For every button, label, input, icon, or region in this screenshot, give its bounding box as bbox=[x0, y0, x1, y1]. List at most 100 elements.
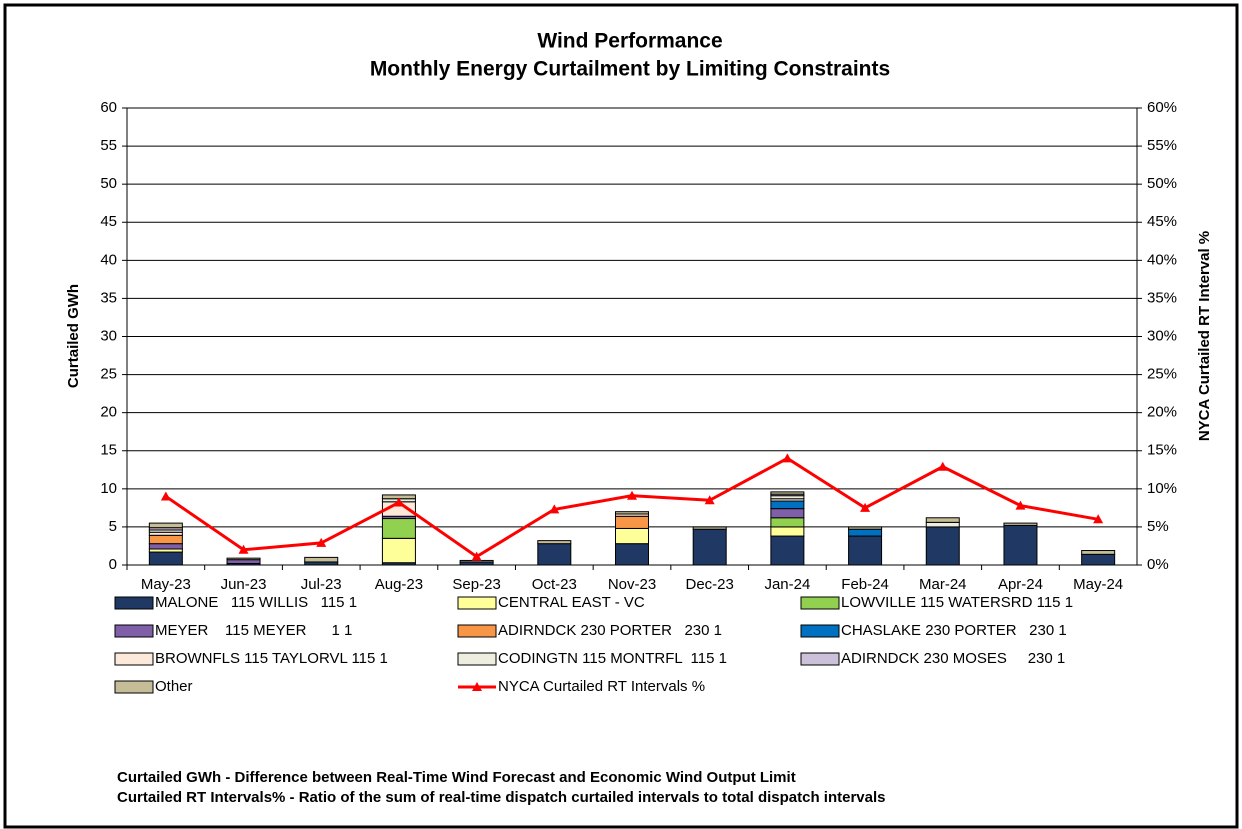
bar-segment bbox=[848, 535, 883, 566]
chart-subtitle: Monthly Energy Curtailment by Limiting C… bbox=[370, 58, 890, 81]
bar-segment bbox=[615, 515, 649, 529]
bar-segment bbox=[770, 526, 805, 537]
y2-tick-label: 35% bbox=[1147, 289, 1177, 306]
line-marker bbox=[1093, 514, 1104, 524]
y2-tick-label: 40% bbox=[1147, 251, 1177, 268]
bar-segment bbox=[226, 557, 261, 561]
note: Curtailed GWh - Difference between Real-… bbox=[117, 769, 796, 786]
legend-label: Other bbox=[155, 678, 193, 695]
bar-segment bbox=[1081, 550, 1116, 555]
x-tick-label: Dec-23 bbox=[686, 576, 734, 593]
legend-label: NYCA Curtailed RT Intervals % bbox=[498, 678, 705, 695]
bar-segment bbox=[459, 559, 494, 563]
legend-swatch bbox=[114, 652, 154, 666]
y-tick-label: 20 bbox=[100, 404, 117, 421]
legend-label: LOWVILLE 115 WATERSRD 115 1 bbox=[841, 594, 1073, 611]
x-tick-label: Oct-23 bbox=[532, 576, 577, 593]
y-tick-label: 60 bbox=[100, 99, 117, 116]
line-marker bbox=[937, 461, 948, 471]
y-tick-label: 40 bbox=[100, 251, 117, 268]
legend-label: CHASLAKE 230 PORTER 230 1 bbox=[841, 622, 1067, 639]
bar-segment bbox=[848, 526, 883, 530]
legend-swatch bbox=[800, 624, 840, 638]
legend-swatch bbox=[114, 596, 154, 610]
legend-swatch bbox=[457, 624, 497, 638]
y-tick-label: 25 bbox=[100, 366, 117, 383]
chart-title: Wind Performance bbox=[537, 30, 722, 53]
bar-segment bbox=[226, 559, 261, 564]
y2-axis-title: NYCA Curtailed RT Interval % bbox=[1196, 231, 1213, 441]
legend-swatch bbox=[800, 652, 840, 666]
bar-segment bbox=[1081, 553, 1116, 566]
bar-segment bbox=[537, 540, 572, 545]
legend-swatch bbox=[457, 652, 497, 666]
legend-swatch bbox=[114, 680, 154, 694]
bar-segment bbox=[770, 491, 805, 495]
line-marker bbox=[472, 682, 482, 691]
y-tick-label: 10 bbox=[100, 480, 117, 497]
bar-segment bbox=[925, 526, 960, 566]
y2-tick-label: 5% bbox=[1147, 518, 1169, 535]
note: Curtailed RT Intervals% - Ratio of the s… bbox=[117, 789, 886, 806]
bar-segment bbox=[148, 551, 183, 566]
legend-swatch bbox=[114, 624, 154, 638]
y-tick-label: 55 bbox=[100, 137, 117, 154]
bar-segment bbox=[381, 518, 416, 539]
legend-label: CENTRAL EAST - VC bbox=[498, 594, 645, 611]
bar-segment bbox=[925, 517, 960, 523]
x-tick-label: May-24 bbox=[1073, 576, 1123, 593]
legend-label: MEYER 115 MEYER 1 1 bbox=[155, 622, 352, 639]
bar-segment bbox=[925, 521, 960, 528]
line-marker bbox=[627, 490, 637, 500]
line-marker bbox=[393, 497, 404, 507]
legend-swatch bbox=[457, 596, 497, 610]
bar-segment bbox=[1003, 524, 1038, 566]
bar-segment bbox=[770, 508, 805, 519]
legend-label: ADIRNDCK 230 PORTER 230 1 bbox=[498, 622, 722, 639]
bar-segment bbox=[692, 528, 727, 566]
bar-segment bbox=[615, 527, 649, 545]
legend-label: CODINGTN 115 MONTRFL 115 1 bbox=[498, 650, 727, 667]
line-marker bbox=[1015, 500, 1026, 510]
line-marker bbox=[316, 537, 327, 547]
bar-segment bbox=[615, 543, 649, 566]
line-marker bbox=[860, 502, 871, 512]
x-tick-label: Mar-24 bbox=[919, 576, 967, 593]
y2-tick-label: 45% bbox=[1147, 213, 1177, 230]
line-marker bbox=[549, 504, 560, 514]
x-tick-label: Feb-24 bbox=[841, 576, 889, 593]
y2-tick-label: 10% bbox=[1147, 480, 1177, 497]
x-tick-label: Aug-23 bbox=[375, 576, 423, 593]
line-marker bbox=[471, 551, 482, 561]
x-tick-label: Sep-23 bbox=[452, 576, 500, 593]
line-marker bbox=[782, 453, 793, 463]
bar-segment bbox=[770, 500, 805, 510]
legend-label: MALONE 115 WILLIS 115 1 bbox=[155, 594, 357, 611]
bar-segment bbox=[770, 535, 805, 566]
y2-tick-label: 30% bbox=[1147, 327, 1177, 344]
bar-segment bbox=[848, 528, 883, 537]
y2-tick-label: 55% bbox=[1147, 137, 1177, 154]
x-tick-label: Jan-24 bbox=[764, 576, 810, 593]
legend-label: ADIRNDCK 230 MOSES 230 1 bbox=[841, 650, 1065, 667]
bar-segment bbox=[148, 543, 183, 550]
bar-segment bbox=[615, 511, 649, 515]
frame bbox=[3, 3, 1239, 829]
y-tick-label: 5 bbox=[109, 518, 117, 535]
bar-segment bbox=[537, 543, 572, 566]
x-tick-label: Jul-23 bbox=[301, 576, 342, 593]
line-marker bbox=[160, 491, 171, 501]
x-tick-label: Jun-23 bbox=[221, 576, 267, 593]
legend-swatch bbox=[800, 596, 840, 610]
bar-segment bbox=[148, 522, 183, 529]
bar-segment bbox=[304, 556, 339, 563]
y2-tick-label: 15% bbox=[1147, 442, 1177, 459]
y-tick-label: 45 bbox=[100, 213, 117, 230]
bar-segment bbox=[770, 517, 805, 528]
y-tick-label: 50 bbox=[100, 175, 117, 192]
y-tick-label: 15 bbox=[100, 442, 117, 459]
y-tick-label: 0 bbox=[109, 556, 117, 573]
x-tick-label: Apr-24 bbox=[998, 576, 1043, 593]
